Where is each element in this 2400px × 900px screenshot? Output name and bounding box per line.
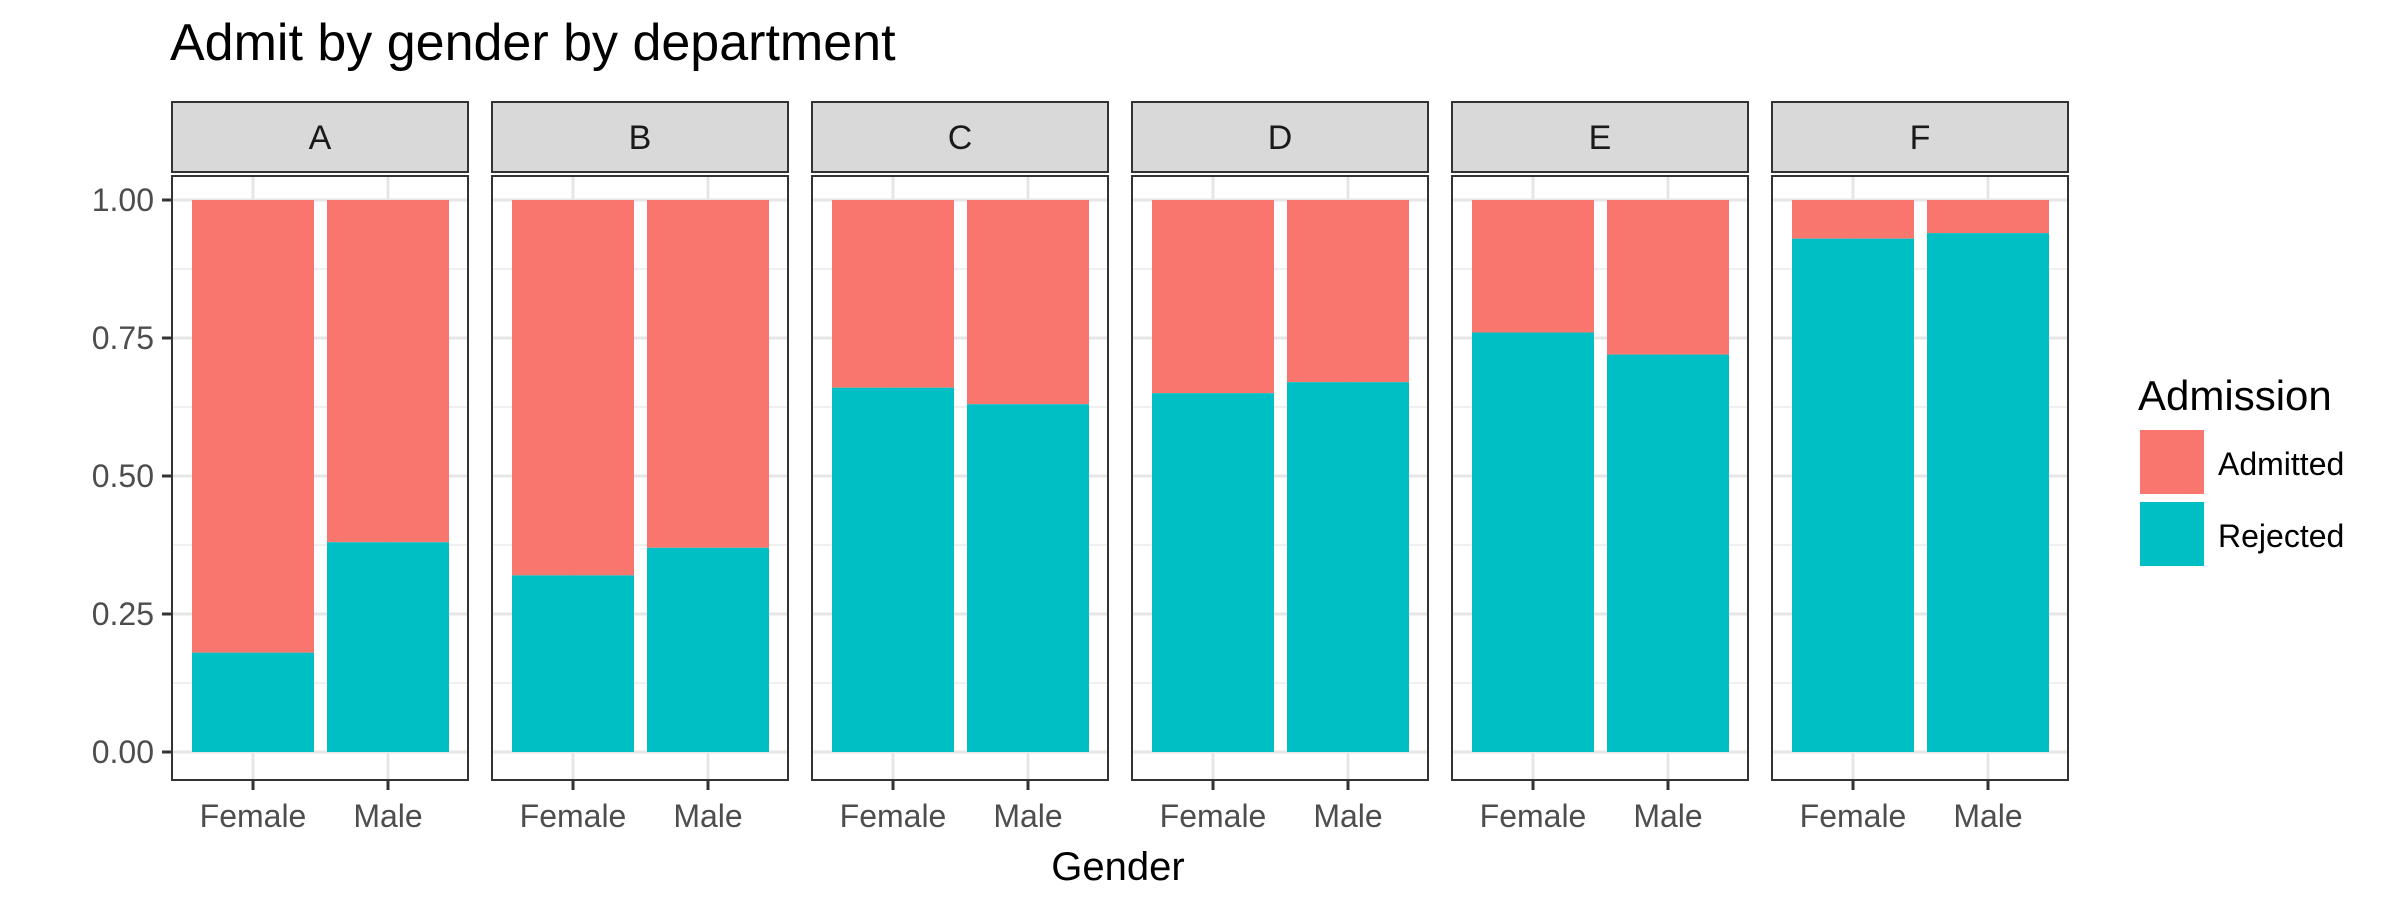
panel-border-c bbox=[811, 175, 1109, 781]
bar-admitted-b-male bbox=[647, 200, 769, 548]
bar-admitted-c-female bbox=[832, 200, 954, 388]
panel-border-a bbox=[171, 175, 469, 781]
facet-strip-b bbox=[491, 101, 789, 173]
bar-rejected-e-male bbox=[1607, 354, 1729, 752]
bar-rejected-d-female bbox=[1152, 393, 1274, 752]
bar-admitted-a-female bbox=[192, 200, 314, 653]
bar-rejected-f-male bbox=[1927, 233, 2049, 752]
panel-border-f bbox=[1771, 175, 2069, 781]
facet-strip-f bbox=[1771, 101, 2069, 173]
x-tick-label: Male bbox=[993, 798, 1062, 834]
x-tick-label: Female bbox=[1160, 798, 1267, 834]
facet-label-c: C bbox=[948, 119, 973, 157]
legend: Admission Admitted Rejected bbox=[2138, 372, 2344, 566]
legend-key-admitted bbox=[2140, 430, 2204, 494]
legend-label-rejected: Rejected bbox=[2218, 518, 2344, 554]
y-tick-label: 0.50 bbox=[92, 458, 154, 494]
facet-label-d: D bbox=[1268, 119, 1293, 157]
y-tick-label: 0.00 bbox=[92, 734, 154, 770]
facet-panels: A Female Male B Female Male C Female Male D Female… bbox=[92, 101, 2069, 834]
bar-rejected-b-female bbox=[512, 575, 634, 752]
facet-label-a: A bbox=[309, 119, 332, 157]
facet-strip-a bbox=[171, 101, 469, 173]
x-tick-label: Male bbox=[1953, 798, 2022, 834]
facet-b: B Female Male bbox=[491, 101, 789, 834]
x-axis-title: Gender bbox=[1051, 845, 1184, 889]
facet-label-e: E bbox=[1589, 119, 1612, 157]
facet-strip-e bbox=[1451, 101, 1749, 173]
bar-rejected-e-female bbox=[1472, 332, 1594, 752]
bar-rejected-f-female bbox=[1792, 238, 1914, 752]
bar-rejected-d-male bbox=[1287, 382, 1409, 752]
panel-border-e bbox=[1451, 175, 1749, 781]
bar-admitted-e-female bbox=[1472, 200, 1594, 333]
legend-title: Admission bbox=[2138, 372, 2332, 419]
bar-admitted-e-male bbox=[1607, 200, 1729, 355]
panel-border-b bbox=[491, 175, 789, 781]
bar-admitted-c-male bbox=[967, 200, 1089, 405]
x-tick-label: Female bbox=[1480, 798, 1587, 834]
chart-title: Admit by gender by department bbox=[170, 14, 896, 72]
x-tick-label: Male bbox=[1313, 798, 1382, 834]
facet-label-f: F bbox=[1910, 119, 1931, 157]
x-tick-label: Female bbox=[840, 798, 947, 834]
bar-rejected-c-female bbox=[832, 387, 954, 752]
bar-rejected-a-female bbox=[192, 652, 314, 752]
x-tick-label: Female bbox=[200, 798, 307, 834]
x-tick-label: Male bbox=[1633, 798, 1702, 834]
bar-admitted-f-male bbox=[1927, 200, 2049, 234]
facet-strip-c bbox=[811, 101, 1109, 173]
bar-rejected-b-male bbox=[647, 547, 769, 752]
bar-admitted-d-male bbox=[1287, 200, 1409, 383]
facet-c: C Female Male bbox=[811, 101, 1109, 834]
legend-label-admitted: Admitted bbox=[2218, 446, 2344, 482]
bar-rejected-a-male bbox=[327, 542, 449, 752]
y-tick-label: 0.75 bbox=[92, 320, 154, 356]
facet-d: D Female Male bbox=[1131, 101, 1429, 834]
bar-admitted-a-male bbox=[327, 200, 449, 543]
bar-admitted-b-female bbox=[512, 200, 634, 576]
bar-admitted-f-female bbox=[1792, 200, 1914, 239]
panel-border-d bbox=[1131, 175, 1429, 781]
x-tick-label: Male bbox=[673, 798, 742, 834]
y-tick-label: 0.25 bbox=[92, 596, 154, 632]
y-tick-label: 1.00 bbox=[92, 182, 154, 218]
facet-label-b: B bbox=[629, 119, 652, 157]
facet-a: A Female Male bbox=[171, 101, 469, 834]
facet-f: F Female Male bbox=[1771, 101, 2069, 834]
bar-rejected-c-male bbox=[967, 404, 1089, 752]
legend-key-rejected bbox=[2140, 502, 2204, 566]
x-tick-label: Female bbox=[520, 798, 627, 834]
bar-admitted-d-female bbox=[1152, 200, 1274, 394]
x-tick-label: Female bbox=[1800, 798, 1907, 834]
facet-strip-d bbox=[1131, 101, 1429, 173]
x-tick-label: Male bbox=[353, 798, 422, 834]
facet-e: E Female Male bbox=[1451, 101, 1749, 834]
